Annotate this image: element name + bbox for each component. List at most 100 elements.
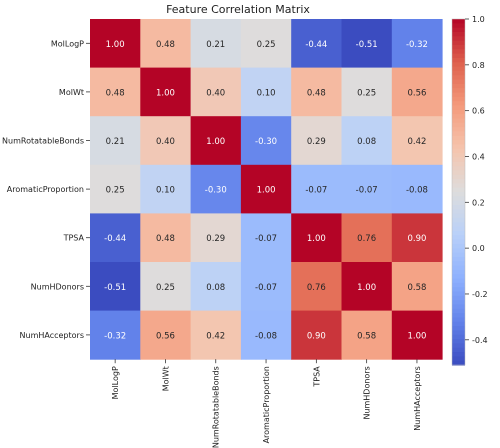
- cell-value-label: 0.25: [156, 283, 175, 293]
- colorbar-segment: [452, 339, 465, 344]
- y-tick-label: TPSA: [63, 234, 85, 243]
- cell-value-label: 0.10: [156, 186, 175, 196]
- colorbar-segment: [452, 326, 465, 331]
- cell-value-label: 0.58: [357, 331, 376, 341]
- colorbar-segment: [452, 313, 465, 319]
- colorbar-segment: [452, 66, 465, 72]
- heatmap-cell: [190, 67, 242, 117]
- heatmap-cell: [190, 116, 242, 166]
- heatmap-cell: [341, 213, 393, 263]
- colorbar-tick-label: 0.4: [472, 152, 485, 161]
- colorbar-segment: [452, 170, 465, 176]
- colorbar-segment: [452, 222, 465, 228]
- cell-value-label: 0.42: [206, 331, 225, 341]
- colorbar-segment: [452, 75, 465, 81]
- heatmap-cell: [291, 310, 342, 360]
- cell-value-label: -0.08: [406, 186, 428, 196]
- heatmap-cell: [190, 213, 242, 263]
- heatmap-cell: [240, 19, 292, 69]
- colorbar-tick-label: 1.0: [472, 15, 485, 24]
- cell-value-label: 0.56: [407, 88, 426, 98]
- heatmap-cell: [90, 262, 141, 312]
- heatmap-cell: [240, 213, 292, 263]
- cell-value-label: 0.42: [407, 137, 426, 147]
- heatmap-cell: [341, 164, 393, 214]
- colorbar-segment: [452, 295, 465, 301]
- cell-value-label: -0.32: [104, 331, 126, 341]
- colorbar-frame: [451, 18, 466, 366]
- colorbar-segment: [452, 57, 465, 63]
- colorbar-segment: [452, 19, 465, 24]
- colorbar-segment: [452, 282, 465, 288]
- cell-value-label: -0.07: [305, 186, 327, 196]
- heatmap-cell: [90, 116, 141, 166]
- heatmap-cell: [140, 164, 192, 214]
- y-tick-label: NumHAcceptors: [20, 331, 84, 340]
- cell-value-label: 0.56: [156, 331, 175, 341]
- colorbar-segment: [452, 317, 465, 323]
- cell-value-label: 0.29: [206, 234, 225, 244]
- cell-value-label: 0.25: [257, 40, 276, 50]
- colorbar-segment: [452, 183, 465, 189]
- colorbar-tick-label: 0.6: [472, 107, 485, 116]
- heatmap-cell: [140, 262, 192, 312]
- x-tick-label: MolWt: [161, 366, 170, 391]
- cell-value-label: 1.00: [407, 331, 426, 341]
- colorbar-segment: [452, 252, 465, 258]
- cell-value-label: -0.32: [406, 40, 428, 50]
- cell-value-label: 0.76: [307, 283, 326, 293]
- colorbar-segment: [452, 352, 465, 357]
- colorbar-segment: [452, 356, 465, 362]
- colorbar-segment: [452, 343, 465, 349]
- heatmap-cell: [140, 310, 192, 360]
- cell-value-label: -0.07: [356, 186, 378, 196]
- heatmap-cell: [240, 262, 292, 312]
- colorbar-segment: [452, 148, 465, 154]
- colorbar-segment: [452, 347, 465, 353]
- heatmap-cell: [190, 19, 242, 69]
- colorbar-segment: [452, 161, 465, 167]
- heatmap-cell: [240, 116, 292, 166]
- colorbar-segment: [452, 23, 465, 29]
- colorbar-segment: [452, 109, 465, 115]
- cell-value-label: -0.07: [255, 283, 277, 293]
- cell-value-label: 0.25: [357, 88, 376, 98]
- heatmap-cell: [291, 116, 342, 166]
- cell-value-label: 1.00: [257, 186, 276, 196]
- heatmap-cell: [190, 262, 242, 312]
- colorbar-segment: [452, 70, 465, 76]
- heatmap-cell: [291, 262, 342, 312]
- cell-value-label: 0.08: [206, 283, 225, 293]
- colorbar-segment: [452, 334, 465, 340]
- colorbar-segment: [452, 40, 465, 46]
- colorbar-segment: [452, 278, 465, 284]
- cell-value-label: 0.21: [206, 40, 225, 50]
- heatmap-cell: [140, 19, 192, 69]
- colorbar-segment: [452, 122, 465, 128]
- heatmap-cell: [341, 262, 393, 312]
- heatmap-cell: [140, 67, 192, 117]
- heatmap-cell: [90, 67, 141, 117]
- colorbar-segment: [452, 174, 465, 180]
- cell-value-label: 0.48: [156, 234, 175, 244]
- y-tick-label: AromaticProportion: [7, 185, 84, 194]
- colorbar-segment: [452, 304, 465, 310]
- colorbar-segment: [452, 140, 465, 146]
- heatmap-cell: [391, 116, 443, 166]
- colorbar-segment: [452, 101, 465, 107]
- colorbar-segment: [452, 287, 465, 293]
- colorbar-segment: [452, 157, 465, 163]
- colorbar-segment: [452, 256, 465, 262]
- colorbar-segment: [452, 308, 465, 314]
- colorbar-segment: [452, 200, 465, 206]
- cell-value-label: 0.10: [257, 88, 276, 98]
- colorbar-segment: [452, 144, 465, 150]
- heatmap-cell: [140, 116, 192, 166]
- chart-title: Feature Correlation Matrix: [166, 3, 310, 16]
- x-tick-labels: MolLogP MolWt NumRotatableBonds AromaticPro…: [111, 359, 422, 448]
- colorbar-segment: [452, 265, 465, 271]
- heatmap-cell: [391, 67, 443, 117]
- cell-value-label: -0.51: [104, 283, 126, 293]
- cell-value-label: -0.44: [104, 234, 126, 244]
- colorbar-segment: [452, 179, 465, 184]
